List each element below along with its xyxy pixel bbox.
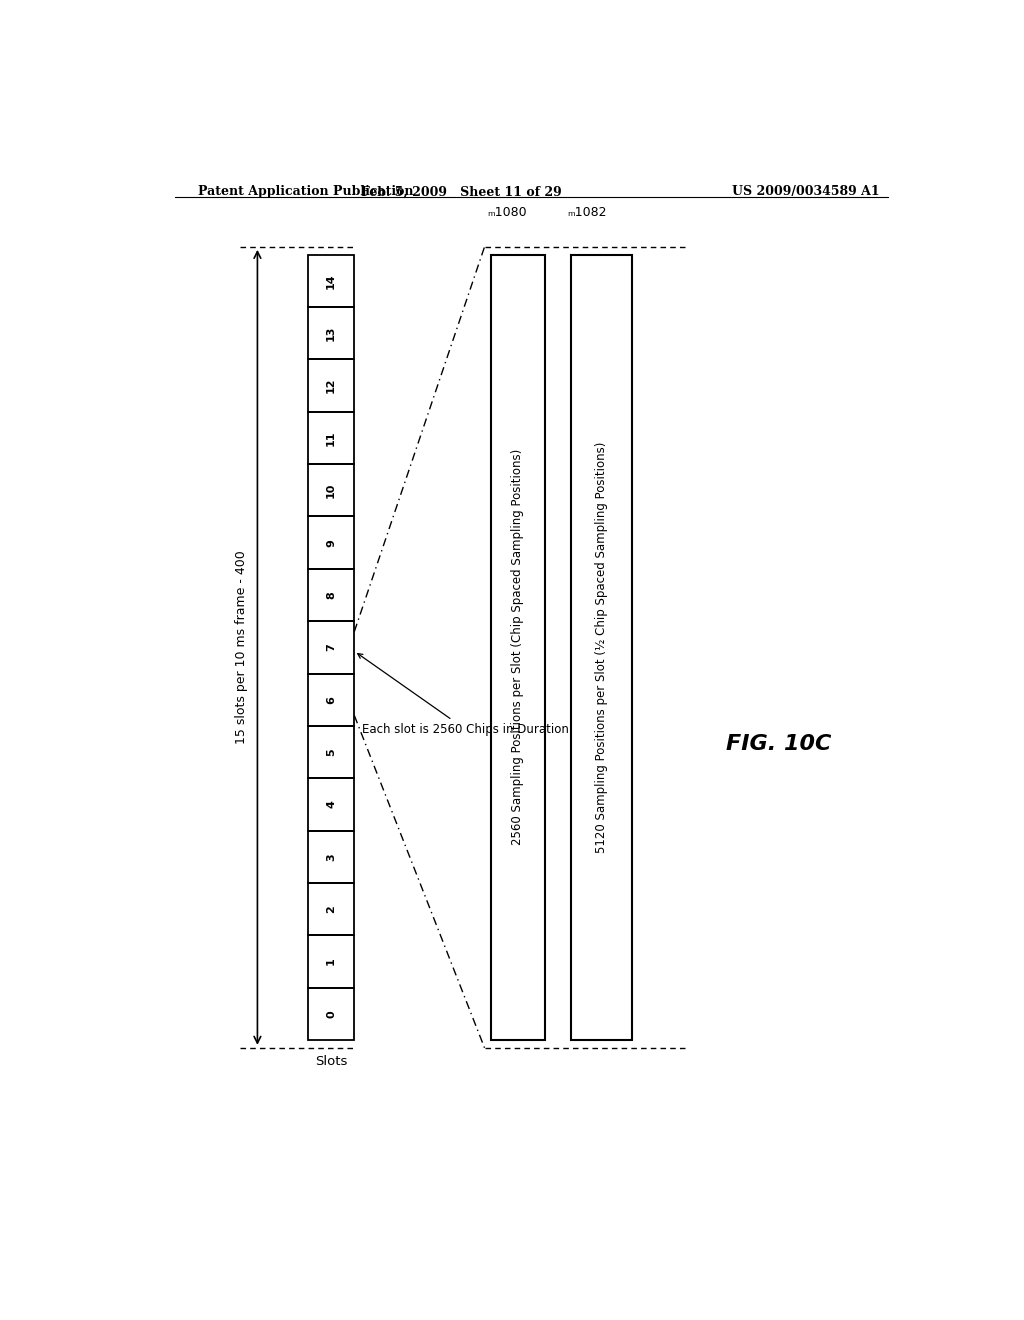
Bar — [308, 465, 354, 516]
Text: 4: 4 — [326, 800, 336, 808]
Bar — [308, 622, 354, 673]
Bar — [308, 516, 354, 569]
Bar — [308, 673, 354, 726]
Text: 2: 2 — [326, 906, 336, 913]
Text: Slots: Slots — [314, 1056, 347, 1068]
Text: ₘ1080: ₘ1080 — [486, 206, 526, 219]
Bar — [308, 308, 354, 359]
Text: 6: 6 — [326, 696, 336, 704]
Text: 1: 1 — [326, 957, 336, 965]
Text: Patent Application Publication: Patent Application Publication — [198, 185, 414, 198]
Bar — [308, 255, 354, 308]
Text: 10: 10 — [326, 483, 336, 498]
Text: ₘ1082: ₘ1082 — [567, 206, 607, 219]
Text: 12: 12 — [326, 378, 336, 393]
Bar — [308, 936, 354, 987]
Text: 11: 11 — [326, 430, 336, 446]
Bar — [308, 779, 354, 830]
Bar — [308, 830, 354, 883]
Text: 5120 Sampling Positions per Slot (½ Chip Spaced Sampling Positions): 5120 Sampling Positions per Slot (½ Chip… — [595, 442, 608, 853]
Bar — [308, 726, 354, 779]
Text: 13: 13 — [326, 326, 336, 341]
Text: 14: 14 — [326, 273, 336, 289]
Text: 9: 9 — [326, 539, 336, 546]
Text: US 2009/0034589 A1: US 2009/0034589 A1 — [732, 185, 880, 198]
Text: Each slot is 2560 Chips in Duration: Each slot is 2560 Chips in Duration — [357, 653, 569, 735]
Text: 8: 8 — [326, 591, 336, 599]
Text: 7: 7 — [326, 643, 336, 651]
Bar — [308, 987, 354, 1040]
Text: Feb. 5, 2009   Sheet 11 of 29: Feb. 5, 2009 Sheet 11 of 29 — [360, 185, 561, 198]
Text: 15 slots per 10 ms frame - 400: 15 slots per 10 ms frame - 400 — [236, 550, 248, 744]
Bar — [308, 412, 354, 465]
Bar — [308, 569, 354, 622]
Bar — [308, 359, 354, 412]
Text: FIG. 10C: FIG. 10C — [726, 734, 831, 754]
Text: 2560 Sampling Positions per Slot (Chip Spaced Sampling Positions): 2560 Sampling Positions per Slot (Chip S… — [511, 449, 524, 846]
Text: 3: 3 — [326, 853, 336, 861]
Bar — [308, 883, 354, 936]
Bar — [490, 255, 545, 1040]
Bar — [571, 255, 632, 1040]
Text: 5: 5 — [326, 748, 336, 756]
Text: 0: 0 — [326, 1010, 336, 1018]
